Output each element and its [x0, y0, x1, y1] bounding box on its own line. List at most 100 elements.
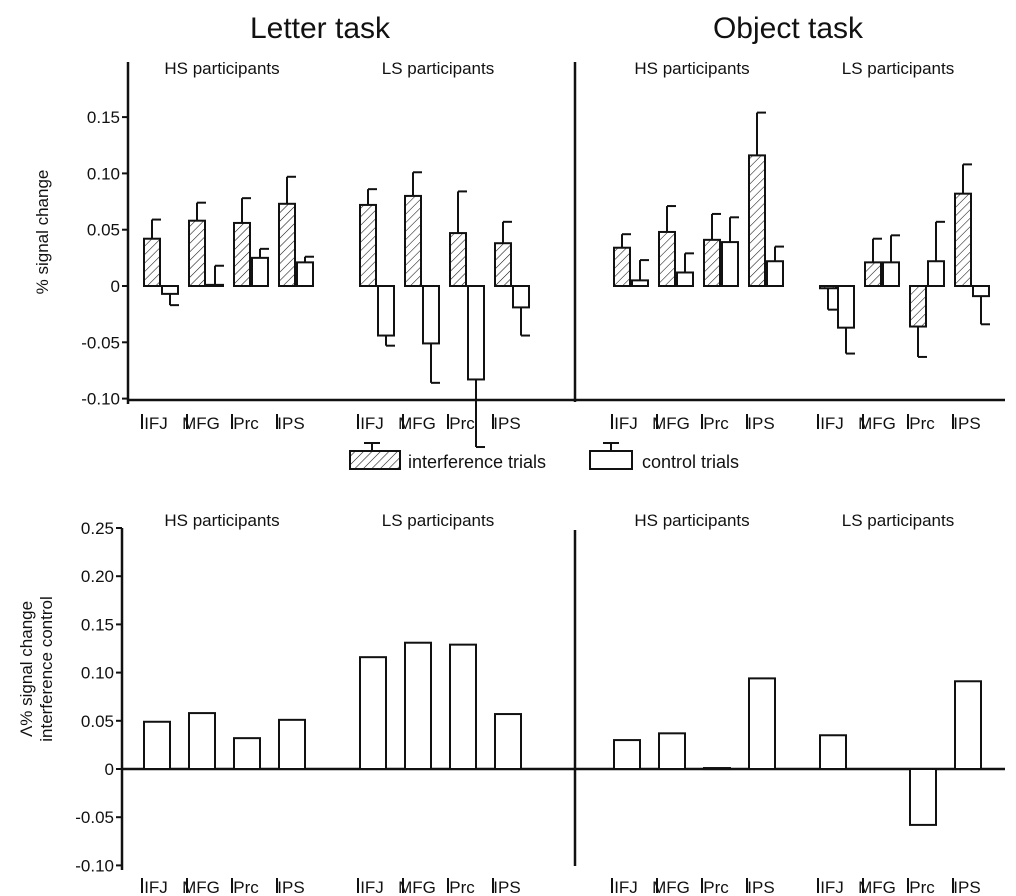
- top-chart: 0.15 0.10 0.05 0 -0.05 -0.10 % signal change HS…: [33, 59, 1005, 449]
- y-tick-label: 0.05: [87, 221, 120, 240]
- bottom-chart: 0.25 0.20 0.15 0.10 0.05 0 -0.05 -0.10 Λ% signal…: [17, 511, 1005, 896]
- control-bar: [251, 256, 269, 288]
- difference-bar: [703, 767, 731, 771]
- interference-bar: [359, 203, 377, 287]
- y-tick-label: 0: [105, 760, 114, 779]
- interference-bar: [954, 192, 972, 287]
- control-bar: [467, 285, 485, 381]
- right-task-title: Object task: [713, 12, 864, 45]
- interference-bar: [613, 246, 631, 288]
- y-tick-label: 0.10: [87, 164, 120, 183]
- interference-bar: [449, 232, 467, 288]
- region-label: IFJ: [144, 414, 168, 433]
- region-label: Prc: [909, 414, 935, 433]
- y-tick-label: 0.10: [81, 664, 114, 683]
- control-bar: [676, 271, 694, 288]
- group-label: HS participants: [634, 59, 749, 78]
- interference-bar: [494, 242, 512, 288]
- difference-bar: [449, 643, 477, 770]
- control-bar: [296, 261, 314, 288]
- group-label: HS participants: [164, 59, 279, 78]
- y-tick-label: 0: [111, 277, 120, 296]
- region-label: MFG: [398, 878, 436, 896]
- legend-control-label: control trials: [642, 452, 739, 472]
- y-tick-label: -0.10: [81, 390, 120, 409]
- interference-bar: [748, 154, 766, 287]
- interference-bar: [278, 202, 296, 287]
- region-label: Prc: [233, 878, 259, 896]
- region-label: IPS: [953, 414, 980, 433]
- region-label: IFJ: [360, 878, 384, 896]
- region-label: MFG: [652, 878, 690, 896]
- interference-bar: [188, 219, 206, 287]
- region-label: IPS: [747, 878, 774, 896]
- control-bar: [422, 285, 440, 345]
- interference-bar: [658, 230, 676, 287]
- y-tick-label: 0.25: [81, 519, 114, 538]
- control-bar: [766, 260, 784, 287]
- group-label: HS participants: [164, 511, 279, 530]
- interference-bar: [233, 221, 251, 287]
- y-tick-label: -0.10: [75, 856, 114, 875]
- y-axis-label: Λ% signal change: [17, 601, 36, 737]
- difference-bar: [233, 737, 261, 770]
- region-label: Prc: [449, 878, 475, 896]
- difference-bar: [909, 768, 937, 826]
- control-bar: [161, 285, 179, 295]
- region-label: MFG: [398, 414, 436, 433]
- region-label: MFG: [652, 414, 690, 433]
- y-tick-label: 0.05: [81, 712, 114, 731]
- difference-bar: [359, 656, 387, 771]
- region-label: MFG: [858, 414, 896, 433]
- interference-bar: [404, 194, 422, 287]
- difference-bar: [404, 641, 432, 770]
- y-tick-label: 0.20: [81, 567, 114, 586]
- interference-bar: [864, 261, 882, 288]
- difference-bar: [143, 720, 171, 770]
- group-label: LS participants: [382, 59, 494, 78]
- difference-bar: [278, 718, 306, 770]
- difference-bar: [954, 680, 982, 770]
- interference-bar: [819, 285, 837, 290]
- left-task-title: Letter task: [250, 12, 391, 45]
- legend-interference-label: interference trials: [408, 452, 546, 472]
- control-bar: [882, 261, 900, 288]
- region-label: IFJ: [820, 414, 844, 433]
- region-label: Prc: [703, 878, 729, 896]
- interference-bar: [703, 238, 721, 287]
- y-tick-label: 0.15: [87, 108, 120, 127]
- region-label: IPS: [277, 878, 304, 896]
- interference-bar: [909, 285, 927, 328]
- region-label: Prc: [909, 878, 935, 896]
- region-label: IFJ: [144, 878, 168, 896]
- legend-interference-swatch: [349, 450, 401, 470]
- difference-bar: [494, 713, 522, 770]
- group-label: HS participants: [634, 511, 749, 530]
- legend-control-swatch: [589, 450, 633, 470]
- region-label: MFG: [182, 414, 220, 433]
- y-tick-label: -0.05: [81, 333, 120, 352]
- y-tick-label: 0.15: [81, 615, 114, 634]
- y-axis-label: interference control: [37, 596, 56, 742]
- control-bar: [512, 285, 530, 309]
- control-bar: [631, 279, 649, 287]
- difference-bar: [188, 712, 216, 771]
- control-bar: [972, 285, 990, 298]
- region-label: IFJ: [614, 878, 638, 896]
- region-label: Prc: [703, 414, 729, 433]
- region-label: MFG: [182, 878, 220, 896]
- control-bar: [721, 241, 739, 287]
- group-label: LS participants: [842, 59, 954, 78]
- region-label: IFJ: [820, 878, 844, 896]
- difference-bar: [819, 734, 847, 771]
- y-axis-label: % signal change: [33, 170, 52, 295]
- group-label: LS participants: [842, 511, 954, 530]
- region-label: IPS: [493, 414, 520, 433]
- control-bar: [377, 285, 395, 337]
- control-bar: [206, 283, 224, 287]
- region-label: IFJ: [360, 414, 384, 433]
- region-label: IPS: [493, 878, 520, 896]
- region-label: IFJ: [614, 414, 638, 433]
- interference-bar: [143, 237, 161, 287]
